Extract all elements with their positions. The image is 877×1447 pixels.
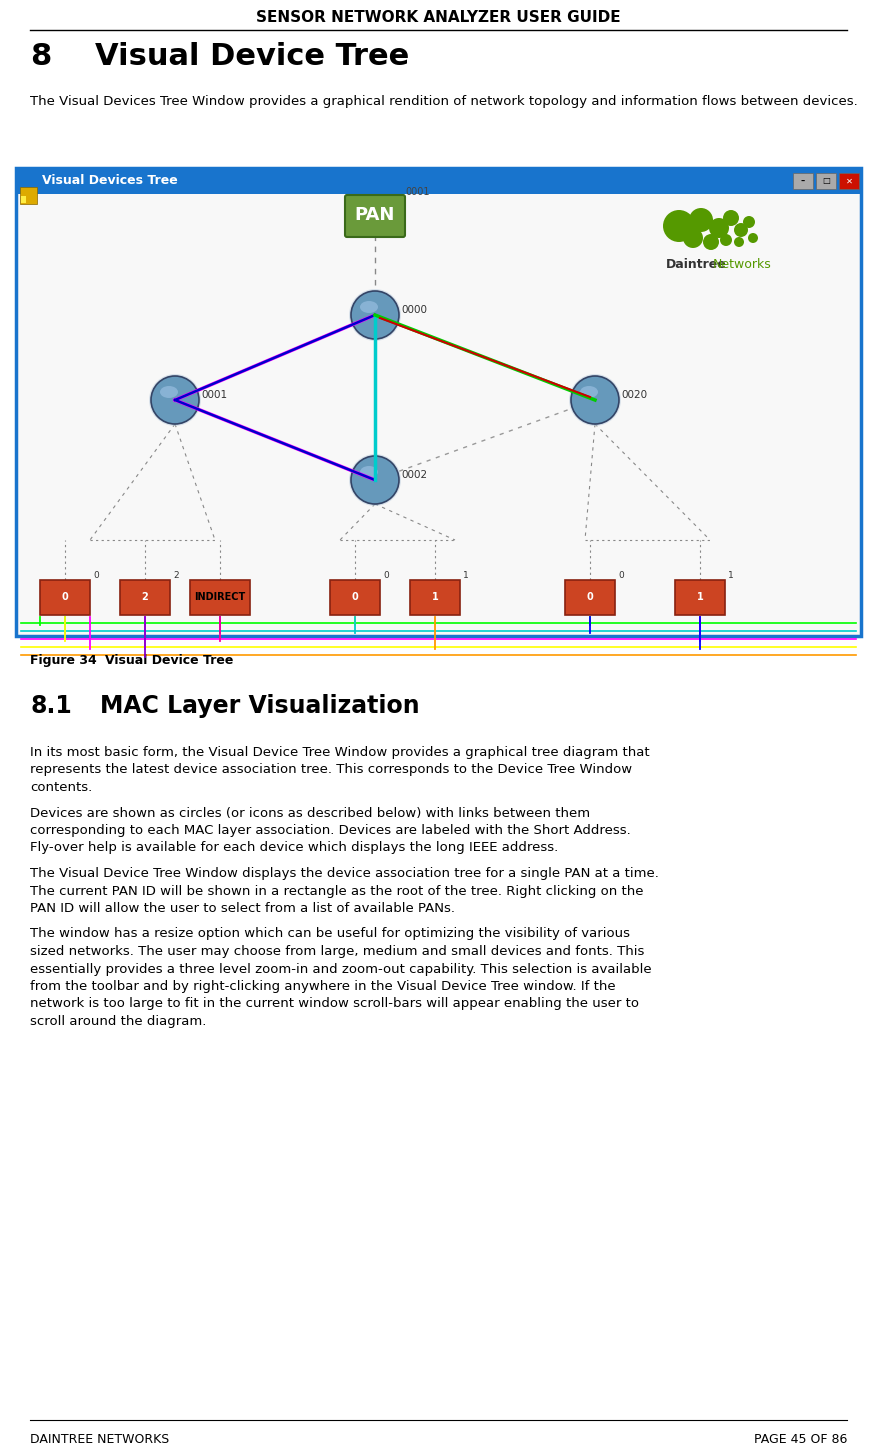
Circle shape [151,376,199,424]
Text: 1: 1 [431,592,438,602]
Text: 1: 1 [463,572,468,580]
Text: 8: 8 [30,42,51,71]
Text: Visual Device Tree: Visual Device Tree [95,42,410,71]
Text: □: □ [822,177,830,185]
Circle shape [349,289,401,341]
Bar [330,580,380,615]
Circle shape [734,237,744,247]
Bar [190,580,250,615]
Text: 8.1: 8.1 [30,695,72,718]
Circle shape [709,218,729,237]
Text: Networks: Networks [713,258,772,271]
Text: MAC Layer Visualization: MAC Layer Visualization [100,695,419,718]
Bar [839,174,859,190]
Text: DAINTREE NETWORKS: DAINTREE NETWORKS [30,1433,169,1446]
Circle shape [351,291,399,339]
Bar [16,168,861,637]
Circle shape [663,210,695,242]
Text: SENSOR NETWORK ANALYZER USER GUIDE: SENSOR NETWORK ANALYZER USER GUIDE [256,10,621,25]
Text: Daintree: Daintree [666,258,727,271]
Text: –: – [801,177,805,185]
Text: 0: 0 [61,592,68,602]
Bar [21,195,26,203]
Bar [793,174,813,190]
Circle shape [748,233,758,243]
Circle shape [683,229,703,247]
Bar [816,174,836,190]
Ellipse shape [360,301,378,313]
Bar [40,580,90,615]
Circle shape [723,210,739,226]
Text: In its most basic form, the Visual Device Tree Window provides a graphical tree : In its most basic form, the Visual Devic… [30,747,650,794]
Ellipse shape [580,386,598,398]
Text: 0: 0 [383,572,389,580]
Text: 2: 2 [141,592,148,602]
Text: INDIRECT: INDIRECT [195,592,246,602]
Text: 1: 1 [728,572,734,580]
Text: The Visual Devices Tree Window provides a graphical rendition of network topolog: The Visual Devices Tree Window provides … [30,96,858,109]
Text: 0020: 0020 [621,391,647,399]
Circle shape [149,373,201,425]
Text: 0: 0 [618,572,624,580]
Circle shape [734,223,748,237]
Bar [16,168,861,194]
Text: The Visual Device Tree Window displays the device association tree for a single : The Visual Device Tree Window displays t… [30,867,659,915]
Circle shape [351,456,399,504]
Text: Devices are shown as circles (or icons as described below) with links between th: Devices are shown as circles (or icons a… [30,806,631,855]
Text: 0: 0 [587,592,594,602]
Text: 0: 0 [93,572,99,580]
Circle shape [743,216,755,229]
Text: Visual Device Tree: Visual Device Tree [105,654,233,667]
Bar [20,187,37,204]
Text: PAGE 45 OF 86: PAGE 45 OF 86 [753,1433,847,1446]
Text: The window has a resize option which can be useful for optimizing the visibility: The window has a resize option which can… [30,928,652,1027]
Circle shape [349,454,401,506]
Bar [675,580,725,615]
FancyBboxPatch shape [345,195,405,237]
Bar [120,580,170,615]
Text: 0: 0 [352,592,359,602]
Ellipse shape [160,386,178,398]
Text: 1: 1 [696,592,703,602]
Text: 0001: 0001 [201,391,227,399]
Circle shape [569,373,621,425]
Ellipse shape [360,466,378,478]
Bar [410,580,460,615]
Bar [565,580,615,615]
Text: 2: 2 [173,572,179,580]
Text: 0000: 0000 [401,305,427,315]
Text: Figure 34: Figure 34 [30,654,96,667]
Text: 0002: 0002 [401,470,427,480]
Text: ✕: ✕ [845,177,852,185]
Text: PAN: PAN [355,205,396,224]
Circle shape [689,208,713,232]
Circle shape [571,376,619,424]
Circle shape [720,234,732,246]
Text: 0001: 0001 [405,187,430,197]
Text: Visual Devices Tree: Visual Devices Tree [42,175,178,188]
Circle shape [703,234,719,250]
